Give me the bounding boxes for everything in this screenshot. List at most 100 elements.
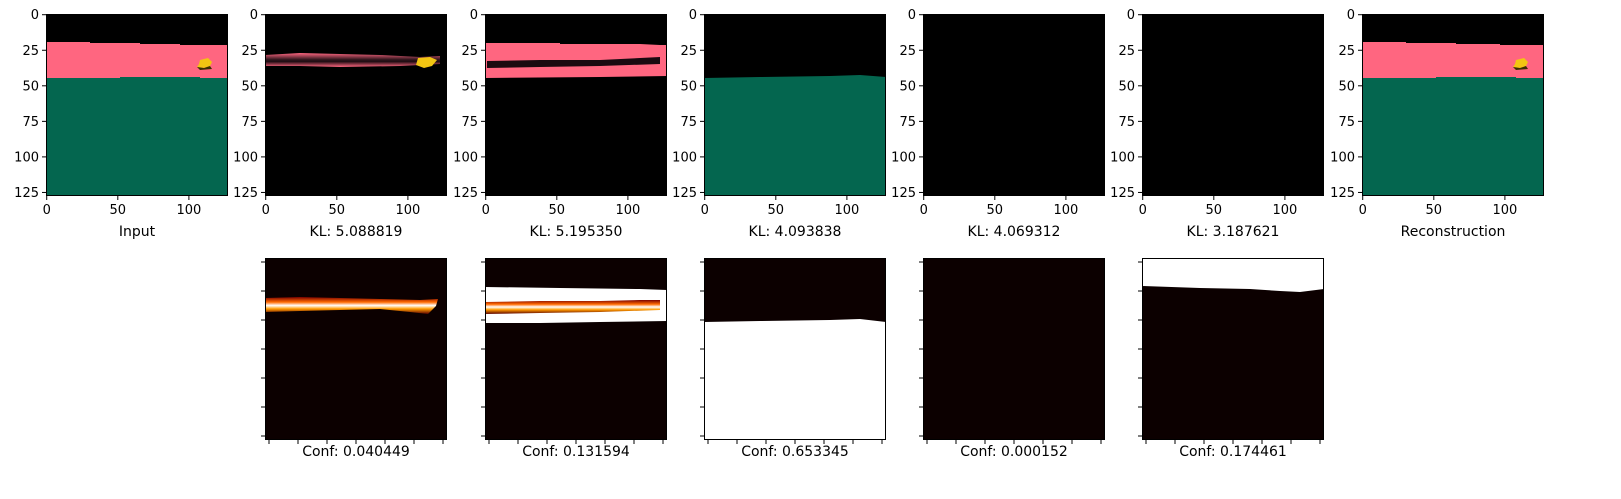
y-tick-label: 75 (1338, 115, 1355, 130)
conf-panel-5 (1142, 258, 1324, 440)
y-tick-label: 100 (233, 150, 258, 165)
x-tick-label: 50 (987, 203, 1004, 218)
y-tick-label: 50 (899, 79, 916, 94)
conf-background (265, 258, 447, 440)
axes-layer: 0 50 100 0 25 50 75 100 125 0 50 100 0 25 50 75 100 125 0 5… (14, 8, 1544, 444)
x-tick-label: 100 (395, 203, 420, 218)
caption-kl-3: KL: 4.093838 (749, 224, 842, 240)
y-tick-label: 25 (1118, 44, 1135, 59)
y-tick-label: 100 (1330, 150, 1355, 165)
y-tick-label: 75 (680, 115, 697, 130)
x-tick-label: 100 (1053, 203, 1078, 218)
y-tick-label: 25 (461, 44, 478, 59)
y-tick-label: 75 (1118, 115, 1135, 130)
y-tick-label: 25 (22, 44, 39, 59)
green-region (1362, 77, 1544, 196)
pink-region (1362, 42, 1544, 78)
y-tick-label: 100 (453, 150, 478, 165)
conf-background (923, 258, 1105, 440)
y-tick-label: 125 (14, 186, 39, 201)
conf-panel-1 (265, 258, 447, 440)
x-tick-label: 0 (262, 203, 270, 218)
y-tick-label: 0 (470, 8, 478, 23)
y-tick-label: 125 (1330, 186, 1355, 201)
yellow-object (416, 57, 437, 68)
image-background (485, 14, 667, 196)
axes-frame (1142, 14, 1324, 196)
top-row (46, 14, 1544, 196)
y-tick-label: 125 (672, 186, 697, 201)
y-tick-label: 75 (241, 115, 258, 130)
conf-hot-streak (485, 300, 660, 314)
y-tick-label: 75 (22, 115, 39, 130)
y-tick-label: 25 (241, 44, 258, 59)
y-tick-label: 0 (31, 8, 39, 23)
y-tick-label: 75 (461, 115, 478, 130)
x-tick-label: 0 (43, 203, 51, 218)
caption-kl-1: KL: 5.088819 (310, 224, 403, 240)
y-tick-label: 25 (680, 44, 697, 59)
axes-frame (265, 14, 447, 196)
x-tick-label: 0 (1359, 203, 1367, 218)
y-tick-label: 100 (672, 150, 697, 165)
x-tick-label: 100 (615, 203, 640, 218)
bottom-row (265, 258, 1324, 440)
conf-white-region (1142, 258, 1324, 292)
y-tick-label: 50 (241, 79, 258, 94)
axes-frame (923, 258, 1105, 440)
y-tick-label: 0 (1127, 8, 1135, 23)
y-tick-label: 125 (233, 186, 258, 201)
y-tick-label: 0 (689, 8, 697, 23)
caption-conf-3: Conf: 0.653345 (741, 444, 849, 460)
x-tick-label: 100 (1272, 203, 1297, 218)
conf-white-region (704, 319, 886, 440)
caption-kl-5: KL: 3.187621 (1187, 224, 1280, 240)
conf-panel-2 (485, 258, 667, 440)
caption-conf-2: Conf: 0.131594 (522, 444, 630, 460)
y-tick-label: 125 (891, 186, 916, 201)
panel-input (46, 14, 228, 196)
conf-panel-3 (704, 258, 886, 440)
yellow-object-shadow (1513, 66, 1528, 70)
panel-reconstruction (1362, 14, 1544, 196)
y-tick-label: 50 (22, 79, 39, 94)
x-tick-label: 0 (1139, 203, 1147, 218)
y-tick-label: 0 (908, 8, 916, 23)
panel-kl-2 (485, 14, 667, 196)
green-region (704, 75, 886, 196)
axes-frame (485, 14, 667, 196)
y-tick-label: 125 (1110, 186, 1135, 201)
panel-kl-1 (265, 14, 447, 196)
axes-frame (1362, 14, 1544, 196)
caption-kl-2: KL: 5.195350 (530, 224, 623, 240)
y-tick-label: 100 (14, 150, 39, 165)
y-tick-label: 50 (461, 79, 478, 94)
conf-panel-4 (923, 258, 1105, 440)
x-tick-label: 0 (920, 203, 928, 218)
panel-kl-5 (1142, 14, 1324, 196)
caption-reconstruction: Reconstruction (1401, 224, 1506, 240)
image-background (265, 14, 447, 196)
y-tick-label: 25 (1338, 44, 1355, 59)
axes-frame (923, 14, 1105, 196)
axes-frame (46, 14, 228, 196)
y-tick-label: 25 (899, 44, 916, 59)
x-tick-label: 50 (768, 203, 785, 218)
caption-conf-1: Conf: 0.040449 (302, 444, 410, 460)
x-tick-label: 100 (834, 203, 859, 218)
axes-frame (704, 14, 886, 196)
conf-background (485, 258, 667, 440)
x-tick-label: 100 (176, 203, 201, 218)
axes-frame (704, 258, 886, 440)
yellow-object (197, 58, 212, 68)
x-tick-label: 0 (701, 203, 709, 218)
y-tick-label: 125 (453, 186, 478, 201)
x-tick-label: 50 (549, 203, 566, 218)
x-tick-label: 0 (482, 203, 490, 218)
panel-kl-4 (923, 14, 1105, 196)
x-tick-label: 50 (329, 203, 346, 218)
x-tick-label: 100 (1492, 203, 1517, 218)
axes-frame (485, 258, 667, 440)
yellow-object-shadow (197, 66, 212, 70)
